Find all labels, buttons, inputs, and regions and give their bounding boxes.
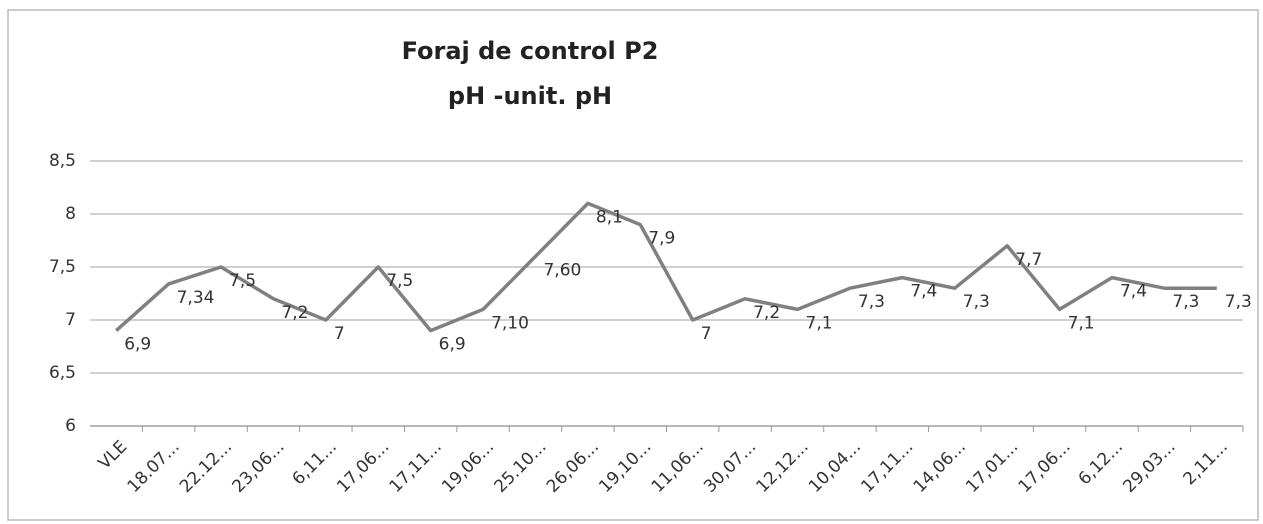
x-tick-label: 18.07... [124, 437, 184, 497]
x-tick-label: 17,06... [333, 437, 393, 497]
data-label: 7 [334, 324, 345, 344]
x-tick-label: 10,04... [805, 437, 865, 497]
data-label: 7,5 [386, 271, 413, 291]
x-tick-label: 17,06... [1015, 437, 1075, 497]
data-label: 7,4 [910, 282, 937, 302]
x-tick-label: VLE [95, 437, 132, 474]
y-tick-label: 6,5 [49, 363, 76, 383]
x-tick-label: 17,11... [386, 437, 446, 497]
data-label: 7,5 [229, 271, 256, 291]
x-tick-label: 22.12... [176, 437, 236, 497]
data-label: 6,9 [124, 335, 151, 355]
data-label: 7,3 [858, 292, 885, 312]
x-tick-label: 19,10... [595, 437, 655, 497]
data-line [115, 201, 1217, 333]
x-tick-label: 29,03... [1119, 437, 1179, 497]
data-label: 8,1 [596, 207, 623, 227]
chart-subtitle: pH -unit. pH [448, 82, 612, 110]
x-tick-label: 17,01... [962, 437, 1022, 497]
x-tick-label: 2,11... [1179, 437, 1231, 489]
data-label: 7 [701, 324, 712, 344]
y-tick-label: 7 [65, 310, 76, 330]
data-label: 7,10 [491, 313, 529, 333]
data-label: 7,9 [648, 229, 675, 249]
y-tick-label: 7,5 [49, 257, 76, 277]
x-tick-label: 19,06... [438, 437, 498, 497]
data-label: 7,1 [1068, 313, 1095, 333]
data-label: 7,2 [753, 303, 780, 323]
x-tick-label: 14,06... [910, 437, 970, 497]
data-label: 7,60 [543, 260, 581, 280]
x-tick-label: 26,06... [543, 437, 603, 497]
chart-title: Foraj de control P2 [402, 37, 659, 65]
data-label: 7,34 [177, 288, 215, 308]
x-tick-label: 6,12... [1075, 437, 1127, 489]
y-tick-label: 8,5 [49, 151, 76, 171]
data-label: 7,2 [281, 303, 308, 323]
data-label: 7,7 [1015, 250, 1042, 270]
y-tick-label: 6 [65, 416, 76, 436]
data-label: 7,3 [1172, 292, 1199, 312]
x-tick-label: 6,11... [289, 437, 341, 489]
data-label: 6,9 [439, 335, 466, 355]
x-tick-label: 30,07... [700, 437, 760, 497]
x-tick-label: 11,06... [648, 437, 708, 497]
x-tick-label: 12,12... [753, 437, 813, 497]
chart-border [7, 9, 1259, 521]
x-tick-label: 23,06... [228, 437, 288, 497]
x-tick-label: 25.10... [491, 437, 551, 497]
x-tick-label: 17,11... [857, 437, 917, 497]
data-label: 7,3 [1225, 292, 1252, 312]
y-tick-label: 8 [65, 204, 76, 224]
data-label: 7,3 [963, 292, 990, 312]
data-label: 7,4 [1120, 282, 1147, 302]
data-label: 7,1 [806, 313, 833, 333]
